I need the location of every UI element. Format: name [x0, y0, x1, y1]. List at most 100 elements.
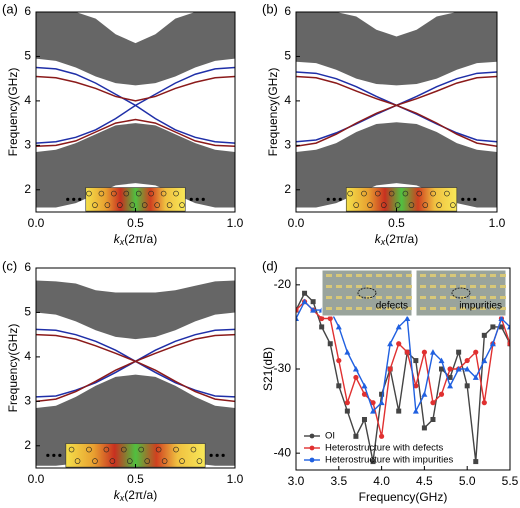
photo-cell	[366, 285, 372, 288]
marker	[455, 366, 462, 372]
photo-cell	[450, 307, 456, 310]
rod	[394, 202, 401, 208]
x-label-unit: (2π/a)	[124, 488, 157, 502]
photo-cell	[460, 307, 466, 310]
photo-cell	[420, 274, 426, 277]
photo-cell	[386, 285, 392, 288]
photo-mark	[357, 287, 377, 299]
photo-cell	[440, 296, 446, 299]
photo-cell	[470, 285, 476, 288]
y-tick-label: 5	[284, 49, 291, 63]
photo-cell	[356, 296, 362, 299]
rod	[135, 190, 142, 197]
bulk-band	[36, 374, 235, 466]
rod	[109, 458, 116, 464]
y-tick-label: 4	[284, 93, 291, 107]
marker	[378, 399, 385, 406]
marker	[472, 374, 479, 380]
y-axis-label: S21(dB)	[261, 347, 275, 391]
photo-cell	[406, 274, 412, 277]
rod	[154, 202, 160, 208]
x-label-sub: x	[380, 237, 386, 247]
photo-cell	[420, 307, 426, 310]
marker	[361, 382, 368, 389]
photo-cell	[396, 307, 402, 310]
x-tick-label: 4.0	[373, 474, 390, 488]
plot-area	[36, 280, 235, 468]
plot-area	[36, 12, 235, 212]
marker	[464, 383, 470, 389]
marker	[353, 433, 359, 439]
marker	[430, 417, 436, 422]
rod	[86, 190, 92, 197]
marker	[370, 408, 377, 414]
marker	[413, 383, 419, 389]
rod	[120, 446, 127, 453]
legend-marker	[309, 445, 315, 451]
rod	[144, 458, 151, 464]
series-line	[36, 118, 235, 147]
marker	[498, 315, 505, 321]
photo-cell	[326, 274, 332, 277]
y-tick-label: 2	[24, 182, 31, 196]
y-tick-label: 4	[24, 93, 31, 107]
photo-cell	[480, 274, 486, 277]
photo-cell	[406, 285, 412, 288]
x-tick-label: 1.0	[227, 472, 244, 486]
x-axis-label: kx(2π/a)	[114, 232, 157, 247]
dot	[215, 453, 219, 457]
rod	[138, 446, 145, 453]
marker	[404, 315, 411, 321]
rod	[444, 190, 450, 197]
photo-cell	[376, 274, 382, 277]
marker	[361, 417, 367, 422]
photo-cell	[326, 285, 332, 288]
marker	[302, 290, 308, 296]
marker	[464, 357, 470, 364]
photo-cell	[356, 285, 362, 288]
marker	[429, 349, 436, 355]
panel: defects impurities 3.0 3.5 4.0 4.5 5.0 5.5 -20 -3…	[261, 258, 518, 504]
y-tick-label: 2	[24, 438, 31, 452]
y-tick-label: -20	[274, 277, 292, 291]
x-tick-label: 5.5	[502, 474, 519, 488]
inset-label: impurities	[459, 301, 502, 312]
x-tick-label: 0.0	[288, 216, 305, 230]
marker	[507, 323, 510, 330]
series-line	[36, 333, 235, 403]
x-tick-label: 0.0	[28, 472, 45, 486]
y-tick-label: 6	[284, 4, 291, 18]
photo-cell	[430, 296, 436, 299]
photo-cell	[450, 296, 456, 299]
rod	[179, 202, 185, 208]
rod	[86, 446, 92, 453]
y-tick-label: 5	[24, 49, 31, 63]
legend-marker	[309, 433, 315, 439]
photo-cell	[396, 274, 402, 277]
rod	[173, 190, 179, 197]
rod	[111, 190, 117, 197]
dot	[52, 453, 56, 457]
photo-cell	[386, 307, 392, 310]
marker	[439, 366, 445, 372]
photo-cell	[326, 296, 332, 299]
photo-cell	[470, 307, 476, 310]
marker	[344, 400, 350, 406]
marker	[353, 374, 359, 381]
rod	[92, 458, 98, 464]
photo-cell	[450, 274, 456, 277]
photo-cell	[480, 285, 486, 288]
dot	[78, 197, 82, 201]
marker	[336, 383, 342, 389]
marker	[464, 366, 471, 372]
marker	[490, 324, 496, 330]
photo-cell	[336, 307, 342, 310]
rod	[123, 190, 130, 197]
rod	[160, 190, 167, 197]
marker	[396, 341, 402, 347]
photo-cell	[346, 274, 352, 277]
rod	[148, 190, 154, 197]
x-tick-label: 4.5	[416, 474, 433, 488]
photo-cell	[440, 285, 446, 288]
photo-cell	[386, 274, 392, 277]
